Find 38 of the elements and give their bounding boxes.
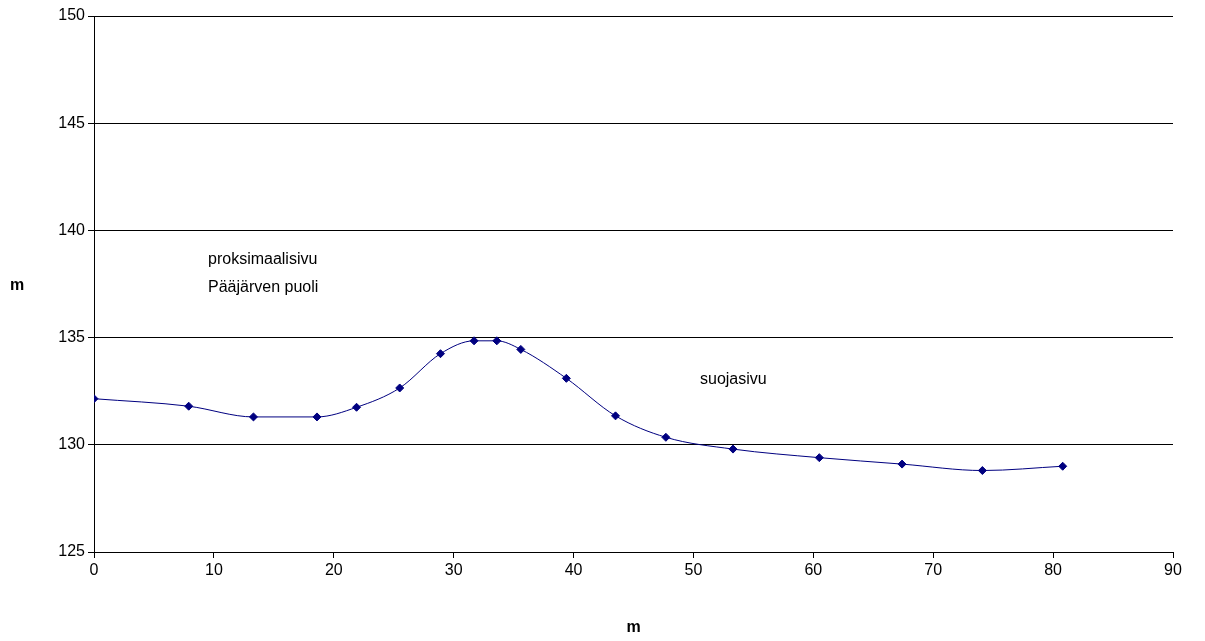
annotation: suojasivu [700, 370, 767, 388]
x-tick-label: 10 [204, 561, 223, 579]
point [469, 336, 479, 346]
point [492, 336, 502, 346]
y-tick-label: 125 [58, 542, 86, 560]
point [516, 344, 526, 354]
point [728, 444, 738, 454]
annotation: proksimaalisivu [208, 250, 318, 268]
x-tick-label: 50 [684, 561, 703, 579]
point [661, 432, 671, 442]
x-tick-label: 30 [444, 561, 463, 579]
x-tick-label: 20 [324, 561, 343, 579]
point [248, 412, 258, 422]
x-tick-label: 40 [564, 561, 583, 579]
x-tick-label: 90 [1164, 561, 1182, 579]
x-tick-label: 80 [1044, 561, 1063, 579]
point [352, 402, 362, 412]
y-tick-label: 130 [58, 435, 86, 453]
point [184, 401, 194, 411]
point [395, 383, 405, 393]
y-tick-label: 150 [58, 6, 86, 24]
point [977, 466, 987, 476]
point [312, 412, 322, 422]
y-tick-label: 140 [58, 220, 86, 238]
y-tick-label: 145 [58, 113, 86, 131]
x-tick-label: 60 [804, 561, 823, 579]
point [897, 459, 907, 469]
y-axis-title: m [10, 276, 25, 294]
y-tick-label: 135 [58, 328, 86, 346]
point [561, 373, 571, 383]
annotation: Pääjärven puoli [208, 278, 319, 296]
x-axis-title: m [626, 617, 641, 635]
point [611, 411, 621, 421]
point [814, 453, 824, 463]
point [1058, 461, 1068, 471]
point [435, 349, 445, 359]
x-tick-label: 70 [924, 561, 943, 579]
x-tick-label: 0 [89, 561, 99, 579]
